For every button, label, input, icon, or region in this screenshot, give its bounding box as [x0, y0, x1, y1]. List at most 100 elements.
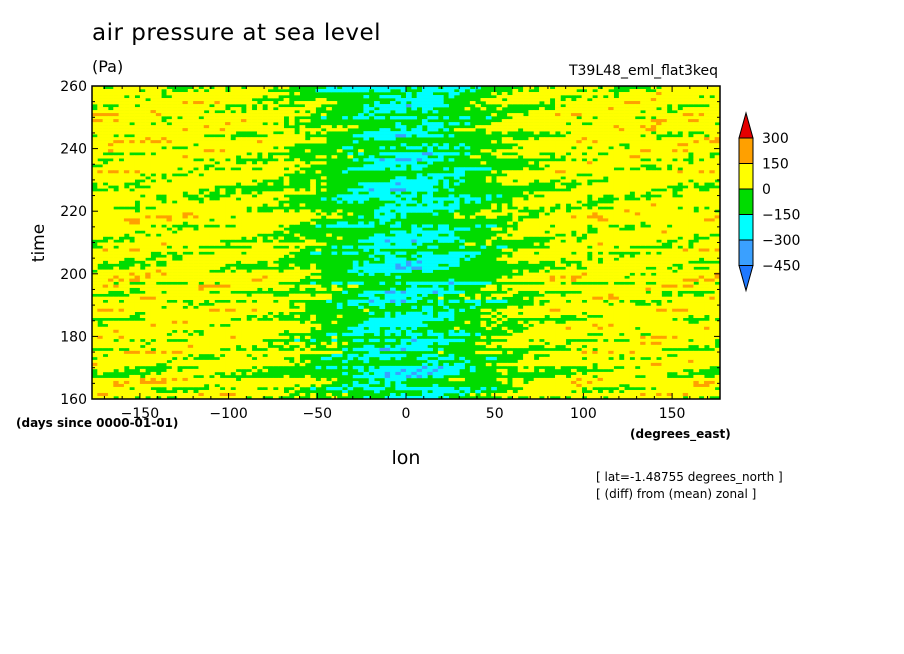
heatmap-cell	[704, 275, 710, 279]
heatmap-cell	[379, 167, 386, 171]
heatmap-cell	[528, 248, 535, 252]
heatmap-cell	[150, 119, 157, 123]
heatmap-cell	[134, 251, 141, 255]
heatmap-cell	[656, 275, 662, 279]
heatmap-cell	[555, 236, 561, 240]
heatmap-cell	[586, 86, 593, 90]
heatmap-cell	[203, 185, 210, 189]
heatmap-cell	[677, 230, 684, 234]
heatmap-cell	[129, 191, 135, 195]
heatmap-cell	[602, 254, 609, 258]
heatmap-cell	[464, 152, 471, 156]
heatmap-cell	[390, 104, 396, 108]
heatmap-cell	[629, 107, 636, 111]
heatmap-cell	[193, 182, 199, 186]
heatmap-cell	[576, 209, 583, 213]
heatmap-cell	[528, 95, 535, 99]
heatmap-cell	[384, 197, 391, 201]
heatmap-cell	[650, 191, 657, 195]
heatmap-cell	[235, 248, 242, 252]
heatmap-cell	[118, 167, 125, 171]
heatmap-cell	[118, 149, 125, 153]
heatmap-cell	[145, 89, 151, 93]
heatmap-cell	[395, 266, 402, 270]
heatmap-cell	[113, 236, 120, 240]
heatmap-cell	[634, 173, 641, 177]
heatmap-cell	[421, 230, 428, 234]
heatmap-cell	[267, 272, 274, 276]
heatmap-cell	[427, 266, 434, 270]
heatmap-cell	[618, 197, 625, 201]
heatmap-cell	[613, 209, 620, 213]
heatmap-cell	[241, 221, 247, 225]
heatmap-cell	[613, 149, 620, 153]
heatmap-cell	[634, 227, 641, 231]
heatmap-cell	[97, 155, 104, 159]
heatmap-cell	[182, 218, 189, 222]
heatmap-cell	[517, 197, 524, 201]
heatmap-cell	[134, 257, 141, 261]
heatmap-cell	[384, 245, 391, 249]
heatmap-cell	[555, 137, 561, 141]
heatmap-cell	[166, 107, 173, 111]
heatmap-cell	[187, 146, 194, 150]
heatmap-cell	[363, 224, 370, 228]
heatmap-cell	[714, 248, 721, 252]
heatmap-cell	[656, 278, 662, 282]
heatmap-cell	[592, 110, 598, 114]
heatmap-cell	[592, 167, 598, 171]
heatmap-cell	[352, 188, 359, 192]
heatmap-cell	[618, 116, 625, 120]
heatmap-cell	[219, 149, 226, 153]
heatmap-cell	[608, 221, 614, 225]
heatmap-cell	[102, 206, 109, 210]
heatmap-cell	[171, 278, 178, 282]
heatmap-cell	[166, 182, 173, 186]
heatmap-cell	[384, 215, 391, 219]
heatmap-cell	[688, 251, 694, 255]
heatmap-cell	[485, 101, 492, 105]
heatmap-cell	[416, 203, 423, 207]
heatmap-cell	[597, 188, 604, 192]
heatmap-cell	[427, 233, 434, 237]
heatmap-cell	[187, 110, 194, 114]
heatmap-cell	[448, 263, 455, 267]
heatmap-cell	[501, 179, 508, 183]
heatmap-cell	[693, 119, 700, 123]
heatmap-cell	[640, 176, 646, 180]
heatmap-cell	[464, 128, 471, 132]
heatmap-cell	[123, 152, 130, 156]
heatmap-cell	[203, 107, 210, 111]
heatmap-cell	[459, 215, 465, 219]
heatmap-cell	[411, 254, 418, 258]
heatmap-cell	[320, 137, 327, 141]
heatmap-cell	[187, 155, 194, 159]
heatmap-cell	[507, 113, 513, 117]
heatmap-cell	[421, 182, 428, 186]
heatmap-cell	[570, 248, 577, 252]
heatmap-cell	[560, 101, 567, 105]
heatmap-cell	[586, 110, 593, 114]
heatmap-cell	[241, 200, 247, 204]
heatmap-cell	[517, 227, 524, 231]
heatmap-cell	[406, 134, 412, 138]
heatmap-cell	[421, 92, 428, 96]
heatmap-cell	[586, 260, 593, 264]
heatmap-cell	[272, 155, 279, 159]
heatmap-cell	[576, 167, 583, 171]
heatmap-cell	[97, 131, 104, 135]
heatmap-cell	[272, 161, 279, 165]
heatmap-cell	[336, 128, 343, 132]
heatmap-cell	[549, 200, 556, 204]
heatmap-cell	[528, 218, 535, 222]
heatmap-cell	[507, 176, 513, 180]
heatmap-cell	[693, 167, 700, 171]
heatmap-cell	[698, 212, 705, 216]
heatmap-cell	[704, 89, 710, 93]
heatmap-cell	[661, 251, 668, 255]
heatmap-cell	[139, 209, 146, 213]
heatmap-cell	[203, 275, 210, 279]
heatmap-cell	[666, 173, 673, 177]
heatmap-cell	[650, 242, 657, 246]
heatmap-cell	[533, 206, 540, 210]
